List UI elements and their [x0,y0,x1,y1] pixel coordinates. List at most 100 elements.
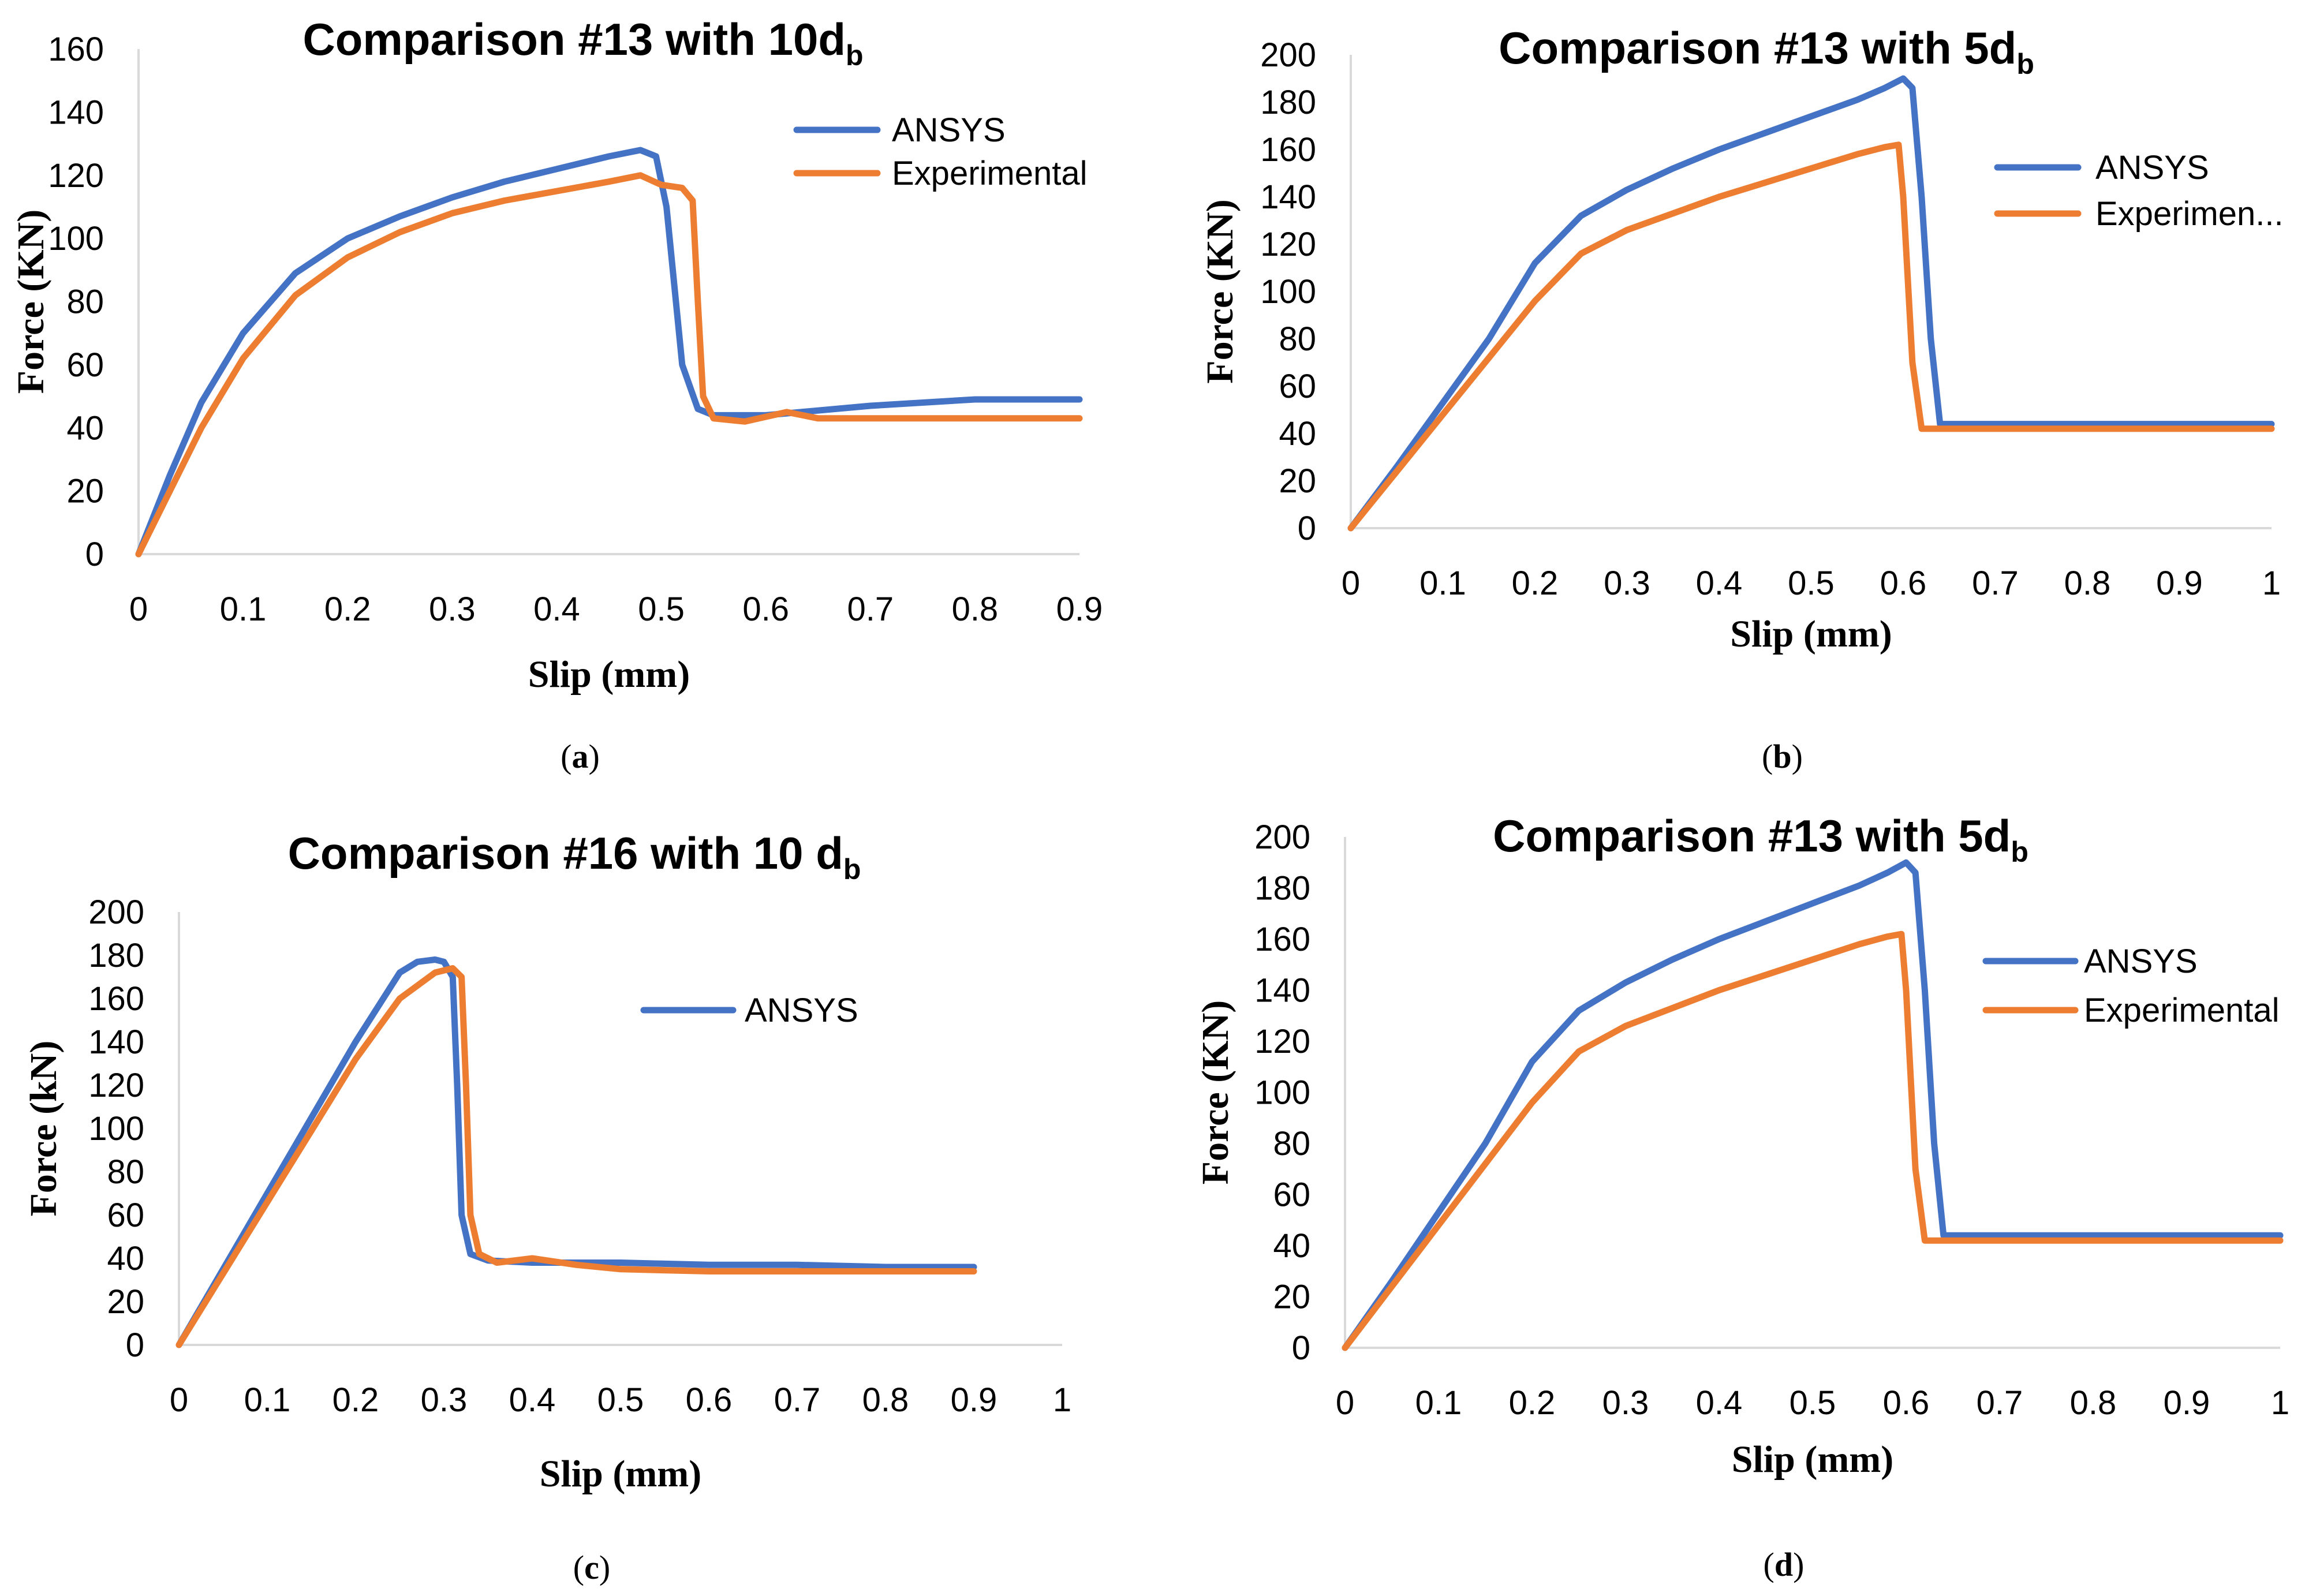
chart-d-x-tick-label: 0.7 [1977,1384,2023,1422]
chart-d-x-axis-label: Slip (mm) [1732,1438,1894,1481]
chart-d-y-tick-label: 100 [1254,1074,1310,1112]
chart-b-x-tick-label: 0.2 [1512,565,1559,602]
chart-c-x-tick-label: 0 [170,1381,188,1419]
chart-d-x-tick-label: 0.3 [1602,1384,1649,1422]
chart-b-y-tick-label: 100 [1260,273,1316,311]
chart-b-x-tick-label: 0.9 [2156,565,2203,602]
chart-a-x-tick-label: 0.3 [429,590,476,628]
chart-b-y-tick-label: 180 [1260,84,1316,121]
chart-b-x-axis-label: Slip (mm) [1730,613,1892,655]
chart-d-y-tick-label: 20 [1273,1279,1310,1316]
chart-b-y-tick-label: 20 [1279,462,1316,500]
chart-d-y-tick-label: 160 [1254,921,1310,958]
chart-c-series-experimental-line [175,965,977,1348]
chart-c-x-tick-label: 0.7 [774,1381,821,1419]
chart-a-x-tick-label: 0 [129,590,148,628]
chart-d-x-tick-label: 0 [1336,1384,1354,1422]
chart-c-y-tick-label: 20 [107,1283,144,1321]
chart-c-y-axis-label: Force (kN) [23,1041,65,1217]
chart-b-series-experimental-line [1347,141,2275,532]
chart-c-y-tick-label: 200 [88,894,144,931]
chart-b-x-tick-label: 0.5 [1788,565,1835,602]
chart-c-caption: (c) [573,1549,610,1586]
chart-d-x-tick-label: 1 [2271,1384,2289,1422]
chart-c-x-tick-label: 0.2 [333,1381,379,1419]
chart-c-x-tick-label: 0.3 [421,1381,468,1419]
chart-b-x-tick-label: 0.4 [1696,565,1743,602]
chart-b-y-tick-label: 200 [1260,36,1316,74]
chart-a-y-tick-label: 60 [66,346,104,384]
chart-c-x-tick-label: 0.6 [686,1381,733,1419]
chart-d-y-tick-label: 180 [1254,870,1310,907]
chart-c-x-tick-label: 1 [1053,1381,1071,1419]
chart-d: 0 20 40 60 80 100 120 140 160 180 200 0 0.1 0.2 0.3 0.4… [1194,810,2289,1583]
chart-d-y-tick-label: 40 [1273,1227,1310,1265]
chart-a-series-experimental-line [135,172,1083,558]
chart-c-y-tick-label: 100 [88,1110,144,1148]
chart-a-title: Comparison #13 with 10db [302,14,863,72]
chart-b: 0 20 40 60 80 100 120 140 160 180 200 0 0.1 0.2 0.3 0.4… [1199,23,2284,775]
chart-c-x-tick-label: 0.8 [862,1381,909,1419]
chart-b-x-tick-label: 0.6 [1880,565,1927,602]
chart-c-y-tick-label: 180 [88,937,144,974]
chart-d-y-tick-label: 0 [1292,1329,1310,1367]
chart-a-x-tick-label: 0.4 [533,590,580,628]
chart-c-y-tick-label: 140 [88,1023,144,1061]
chart-a-caption: (a) [561,738,600,775]
chart-d-y-tick-label: 120 [1254,1023,1310,1060]
chart-d-legend-label: Experimental [2084,992,2279,1029]
chart-d-x-tick-label: 0.1 [1415,1384,1462,1422]
chart-b-legend-label: Experimen... [2095,195,2284,233]
chart-a-y-tick-label: 80 [66,283,104,321]
chart-b-x-tick-label: 0.8 [2064,565,2111,602]
chart-d-title: Comparison #13 with 5db [1493,810,2028,868]
chart-a-series-ansys-line [135,147,1083,558]
chart-d-caption: (d) [1764,1546,1805,1583]
chart-d-x-tick-label: 0.8 [2070,1384,2117,1422]
chart-b-x-tick-label: 1 [2262,565,2281,602]
chart-b-x-tick-label: 0.3 [1604,565,1650,602]
chart-d-x-tick-label: 0.5 [1790,1384,1836,1422]
chart-d-x-tick-label: 0.2 [1509,1384,1556,1422]
chart-a-x-axis-label: Slip (mm) [528,653,690,696]
chart-a-y-tick-label: 100 [48,220,104,257]
chart-c-y-tick-label: 40 [107,1240,144,1277]
chart-b-y-tick-label: 80 [1279,320,1316,358]
chart-d-y-tick-label: 140 [1254,972,1310,1010]
chart-d-y-tick-label: 60 [1273,1176,1310,1214]
chart-a-y-tick-label: 160 [48,31,104,68]
chart-d-x-tick-label: 0.4 [1696,1384,1743,1422]
chart-c-title: Comparison #16 with 10 db [288,828,861,885]
chart-a: 0 20 40 60 80 100 120 140 160 0 0.1 0.2 0.3 0.4 0.5 0.6… [10,14,1103,775]
chart-c-y-tick-label: 160 [88,980,144,1018]
chart-d-x-tick-label: 0.6 [1883,1384,1930,1422]
chart-a-x-tick-label: 0.6 [742,590,789,628]
chart-c-x-tick-label: 0.1 [244,1381,291,1419]
chart-c-x-tick-label: 0.9 [951,1381,998,1419]
chart-b-title: Comparison #13 with 5db [1499,23,2034,80]
chart-c-x-tick-label: 0.5 [597,1381,644,1419]
chart-b-y-tick-label: 120 [1260,226,1316,263]
chart-b-x-tick-label: 0.7 [1972,565,2019,602]
chart-d-series-experimental-line [1342,930,2284,1351]
chart-a-legend-label: Experimental [892,155,1087,192]
chart-c-y-tick-label: 0 [126,1326,144,1364]
chart-a-x-tick-label: 0.5 [638,590,685,628]
chart-d-x-tick-label: 0.9 [2164,1384,2210,1422]
chart-b-series-ansys-line [1347,75,2275,532]
chart-b-x-tick-label: 0.1 [1419,565,1466,602]
chart-b-y-tick-label: 40 [1279,415,1316,453]
chart-c-series-ansys-line [175,956,977,1348]
chart-a-x-tick-label: 0.1 [220,590,267,628]
chart-d-series-ansys-line [1342,859,2284,1351]
chart-a-y-tick-label: 120 [48,157,104,195]
chart-c-legend-label: ANSYS [745,992,858,1029]
chart-b-x-tick-label: 0 [1342,565,1360,602]
chart-c-y-tick-label: 80 [107,1153,144,1191]
chart-a-y-tick-label: 40 [66,409,104,447]
chart-a-y-tick-label: 0 [85,536,104,573]
chart-a-legend-label: ANSYS [892,111,1006,149]
chart-b-legend-label: ANSYS [2095,149,2209,186]
chart-c-x-tick-label: 0.4 [509,1381,556,1419]
